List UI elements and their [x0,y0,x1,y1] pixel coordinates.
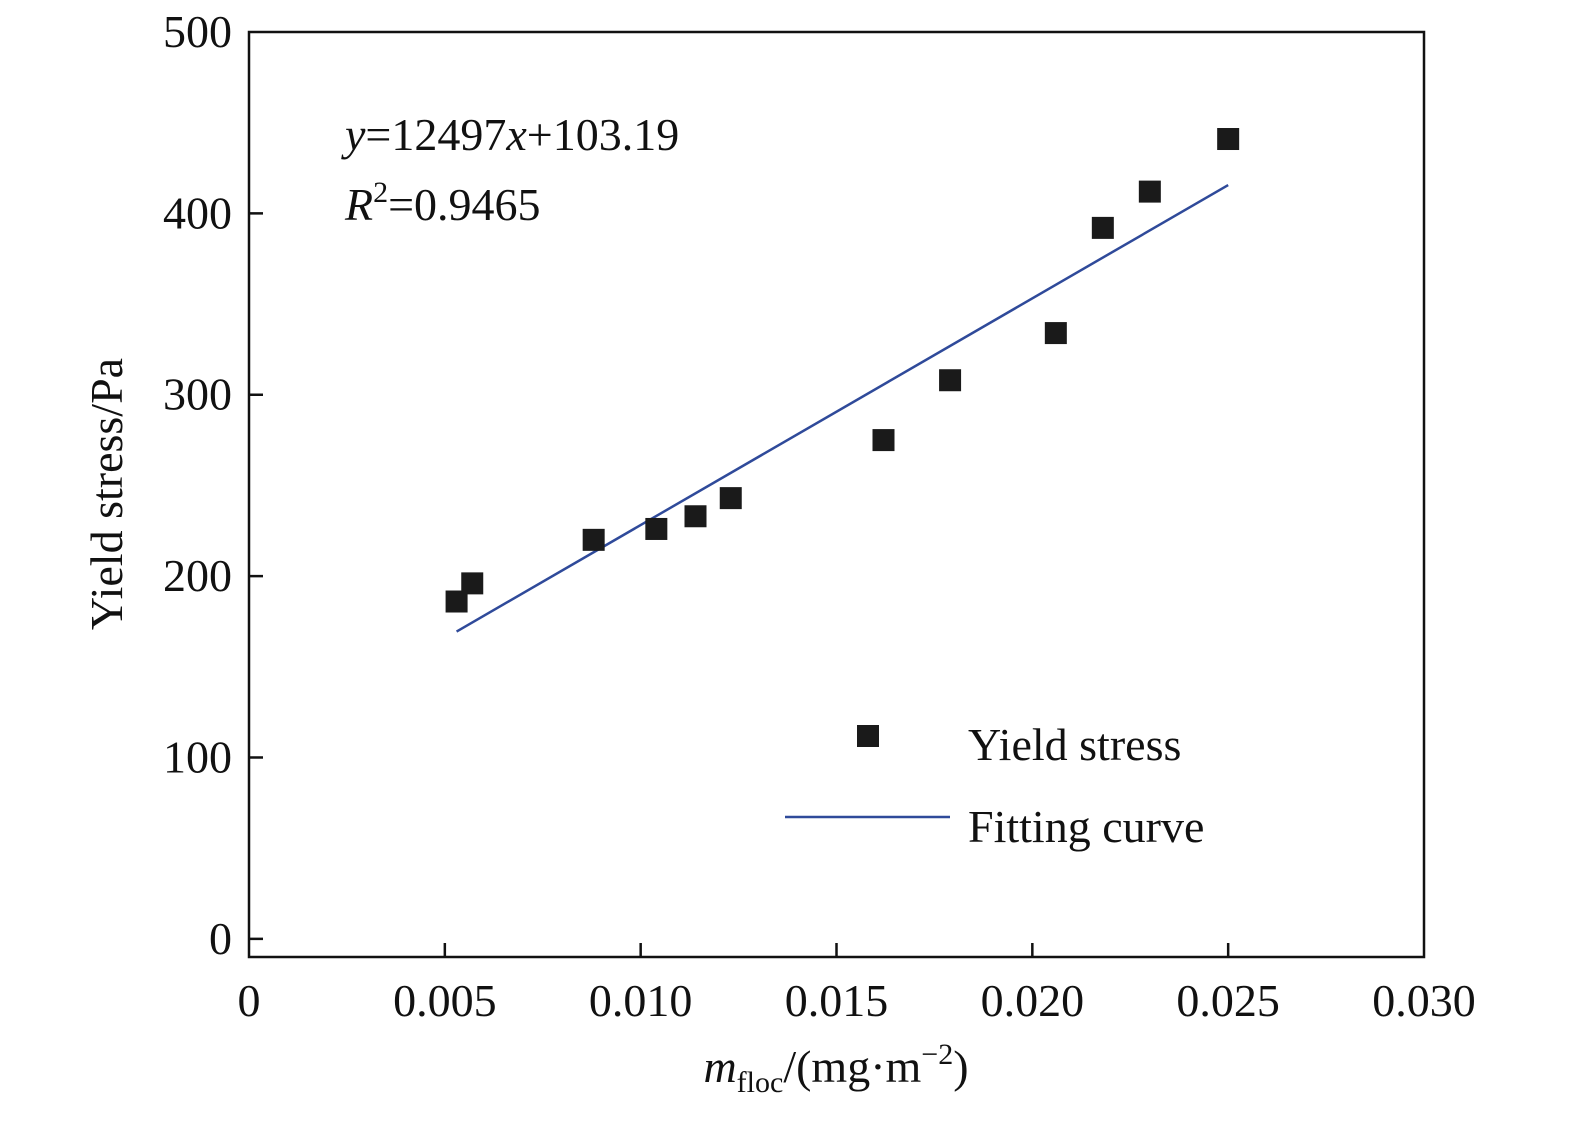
equation-part-1: =12497 [365,109,506,160]
data-point [684,505,707,528]
data-point [1138,180,1161,203]
legend: Yield stress Fitting curve [785,719,1204,852]
data-point [461,572,484,595]
x-tick-label: 0.030 [1372,975,1476,1026]
data-point [582,528,605,551]
x-tick-label: 0.020 [981,975,1085,1026]
legend-label-fitting-curve: Fitting curve [968,801,1204,852]
x-axis-label-end: ) [953,1041,968,1092]
yield-stress-series [445,128,1240,613]
x-tick-label: 0.005 [393,975,497,1026]
r-squared-value: =0.9465 [388,179,540,230]
x-axis-ticks: 0 0.005 0.010 0.015 0.020 0.025 0.030 [238,943,1476,1026]
data-point [719,487,742,510]
r-squared-sup: 2 [373,176,388,209]
x-axis-label-sub: floc [737,1066,784,1099]
x-axis-label: mfloc/(mg·m−2) [703,1038,968,1099]
data-point [645,517,668,540]
y-tick-label: 200 [163,550,232,601]
data-point [445,590,468,613]
x-axis-label-rest: /(mg·m [783,1041,921,1092]
regression-equation: y=12497x+103.19 [341,109,679,160]
data-point [872,429,895,452]
x-axis-label-sup: −2 [921,1038,953,1071]
equation-part-2: +103.19 [527,109,679,160]
fitting-curve-line [455,183,1229,633]
data-point [1044,322,1067,345]
y-axis-label: Yield stress/Pa [81,358,132,630]
y-tick-label: 300 [163,369,232,420]
x-tick-label: 0.010 [589,975,693,1026]
data-point [939,369,962,392]
y-tick-label: 100 [163,731,232,782]
legend-marker-yield-stress [857,725,879,747]
r-squared: R2=0.9465 [344,176,541,230]
y-tick-label: 500 [163,6,232,57]
data-point [1217,128,1240,151]
y-axis-ticks: 0 100 200 300 400 500 [163,6,263,964]
x-tick-label: 0.015 [785,975,889,1026]
equation-y: y [341,109,366,160]
r-squared-R: R [344,179,373,230]
y-tick-label: 0 [209,913,232,964]
x-axis-label-main: m [703,1041,736,1092]
y-tick-label: 400 [163,187,232,238]
x-tick-label: 0.025 [1176,975,1280,1026]
fitting-curve-series [455,183,1229,633]
equation-x: x [505,109,527,160]
x-tick-label: 0 [238,975,261,1026]
legend-label-yield-stress: Yield stress [968,719,1181,770]
data-point [1091,216,1114,239]
